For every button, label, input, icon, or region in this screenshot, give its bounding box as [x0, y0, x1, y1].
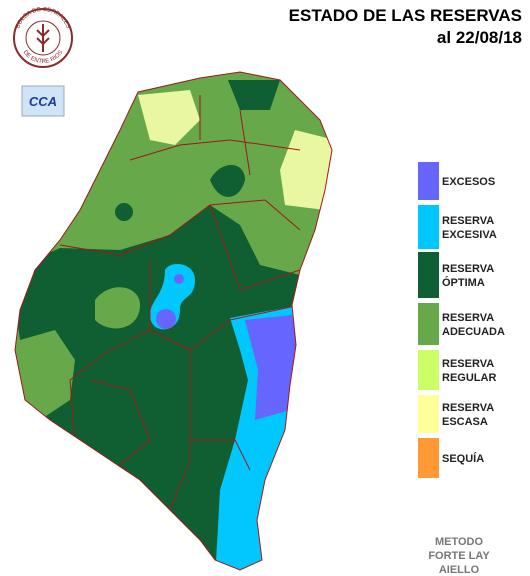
method-text: METODO: [435, 536, 484, 548]
cca-text: CCA: [29, 94, 57, 109]
legend-label: RESERVA: [442, 263, 494, 275]
legend-swatch: [418, 205, 439, 249]
legend-swatch: [418, 303, 439, 345]
legend-label: RESERVA: [442, 215, 494, 227]
bolsa-logo: BOLSA DE CEREALES DE ENTRE RIOS: [13, 7, 73, 68]
legend-label: ÓPTIMA: [442, 276, 485, 289]
province-outline: [14, 71, 333, 571]
legend: EXCESOSRESERVAEXCESIVARESERVAÓPTIMARESER…: [418, 162, 505, 478]
title: ESTADO DE LAS RESERVAS: [289, 6, 522, 25]
legend-label: EXCESOS: [442, 176, 495, 188]
legend-swatch: [418, 162, 439, 200]
method-text: AIELLO: [439, 564, 480, 576]
cca-logo: CCA: [21, 85, 65, 117]
legend-swatch: [418, 395, 439, 433]
legend-label: RESERVA: [442, 402, 494, 414]
legend-swatch: [418, 252, 439, 298]
legend-label: RESERVA: [442, 358, 494, 370]
map: [15, 72, 332, 570]
legend-label: RESERVA: [442, 312, 494, 324]
legend-swatch: [418, 438, 439, 478]
legend-label: ADECUADA: [442, 326, 505, 338]
method: METODO FORTE LAY AIELLO: [428, 536, 490, 576]
legend-label: SEQUÍA: [442, 452, 484, 465]
date: al 22/08/18: [437, 28, 522, 47]
legend-label: REGULAR: [442, 372, 496, 384]
legend-label: EXCESIVA: [442, 229, 497, 241]
method-text: FORTE LAY: [428, 550, 490, 562]
legend-label: ESCASA: [442, 416, 488, 428]
legend-swatch: [418, 350, 439, 390]
